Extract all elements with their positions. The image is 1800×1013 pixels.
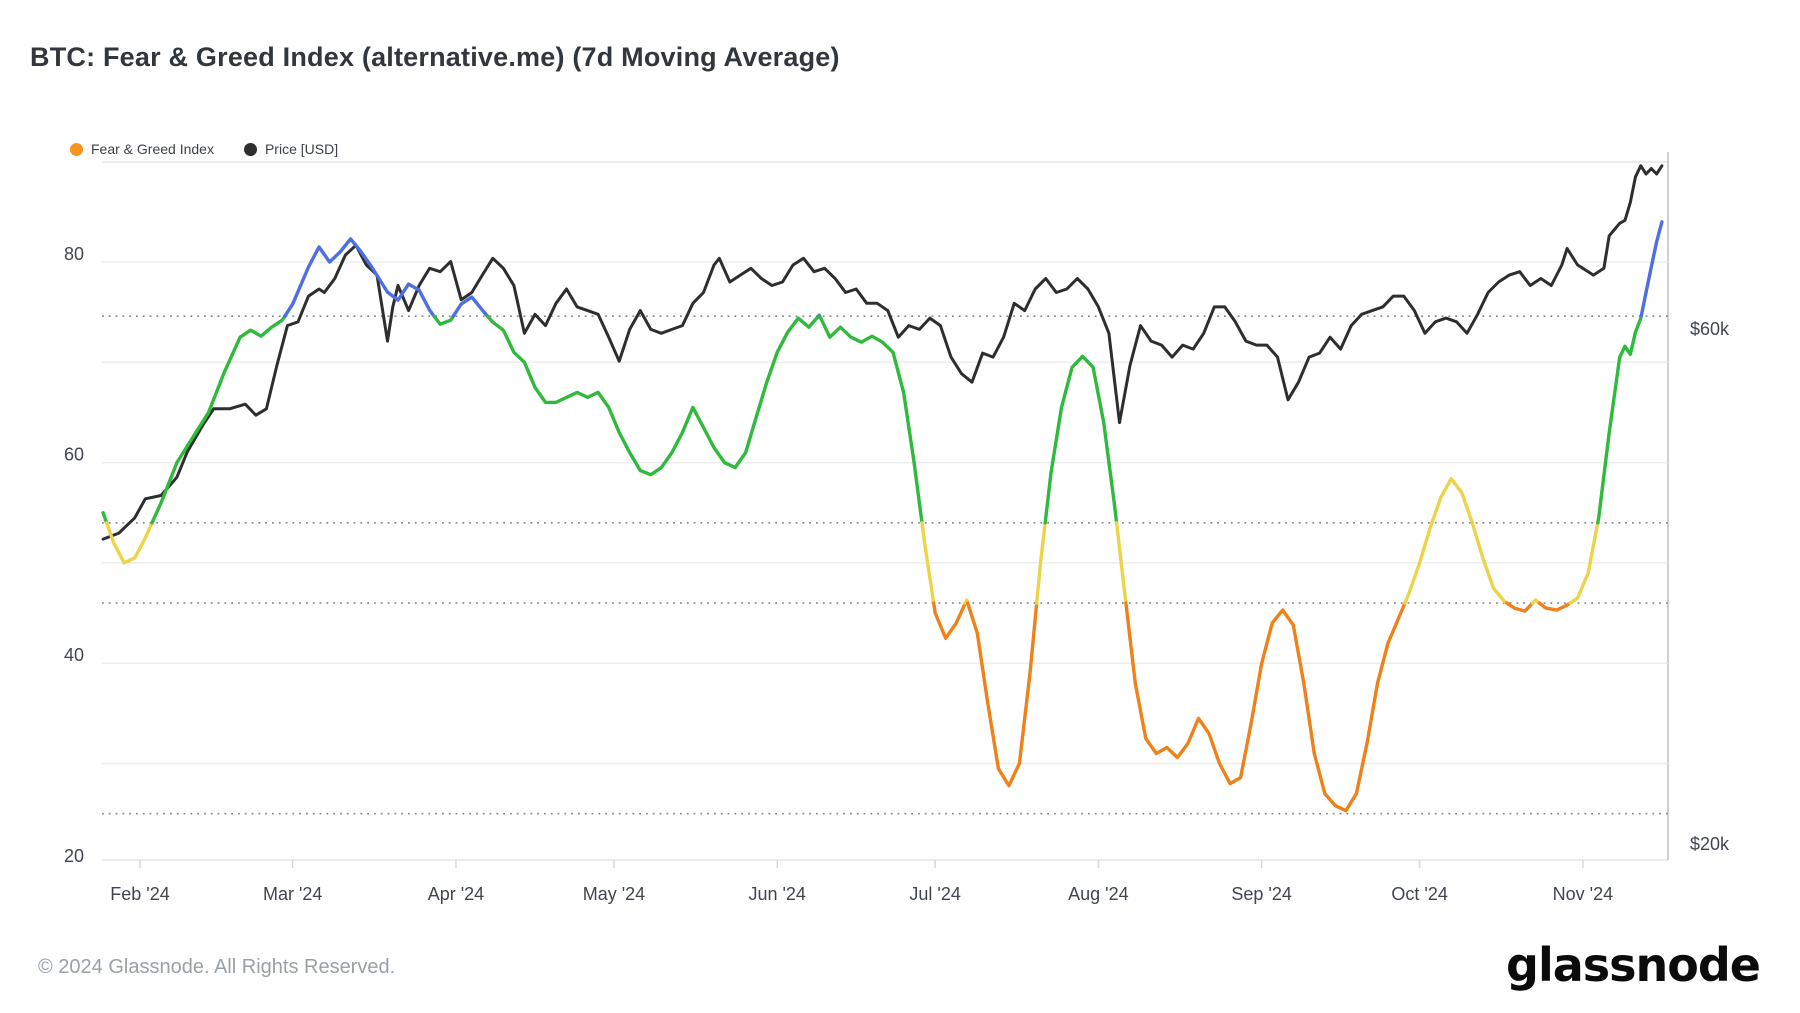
copyright-text: © 2024 Glassnode. All Rights Reserved. — [38, 956, 396, 978]
month-tick-label: Feb '24 — [110, 884, 169, 904]
month-tick-label: Mar '24 — [263, 884, 322, 904]
price-line[interactable] — [101, 164, 1664, 541]
axis-labels: 80 60 40 20 $60k $20k Feb '24 Mar '24 Apr '24 May… — [64, 244, 1730, 904]
legend-item-fear-greed[interactable]: Fear & Greed Index — [70, 141, 214, 157]
legend: Fear & Greed Index Price [USD] — [70, 141, 338, 157]
month-tick-label: Apr '24 — [428, 884, 484, 904]
fear-greed-line[interactable] — [101, 220, 1664, 813]
chart-title: BTC: Fear & Greed Index (alternative.me)… — [30, 42, 840, 72]
month-tick-label: Jun '24 — [748, 884, 805, 904]
month-tick-label: Nov '24 — [1553, 884, 1613, 904]
right-axis-tick-label: $20k — [1690, 834, 1730, 854]
left-axis-tick-label: 80 — [64, 244, 84, 264]
right-axis-tick-label: $60k — [1690, 319, 1730, 339]
left-axis-tick-label: 60 — [64, 445, 84, 465]
month-tick-label: Sep '24 — [1231, 884, 1292, 904]
legend-label-price: Price [USD] — [264, 141, 339, 157]
legend-label-fear-greed: Fear & Greed Index — [91, 141, 214, 157]
legend-item-price[interactable]: Price [USD] — [243, 141, 339, 157]
month-tick-label: Oct '24 — [1391, 884, 1447, 904]
price-legend-dot-icon — [243, 142, 257, 156]
month-tick-label: Jul '24 — [909, 884, 960, 904]
fear-greed-legend-dot-icon — [70, 142, 83, 156]
gridlines — [102, 152, 1669, 861]
left-axis-tick-label: 20 — [64, 846, 84, 866]
month-tick-label: Aug '24 — [1068, 884, 1129, 904]
left-axis-tick-label: 40 — [64, 645, 84, 665]
glassnode-logo[interactable]: glassnode — [1506, 938, 1761, 992]
month-tick-label: May '24 — [583, 884, 645, 904]
